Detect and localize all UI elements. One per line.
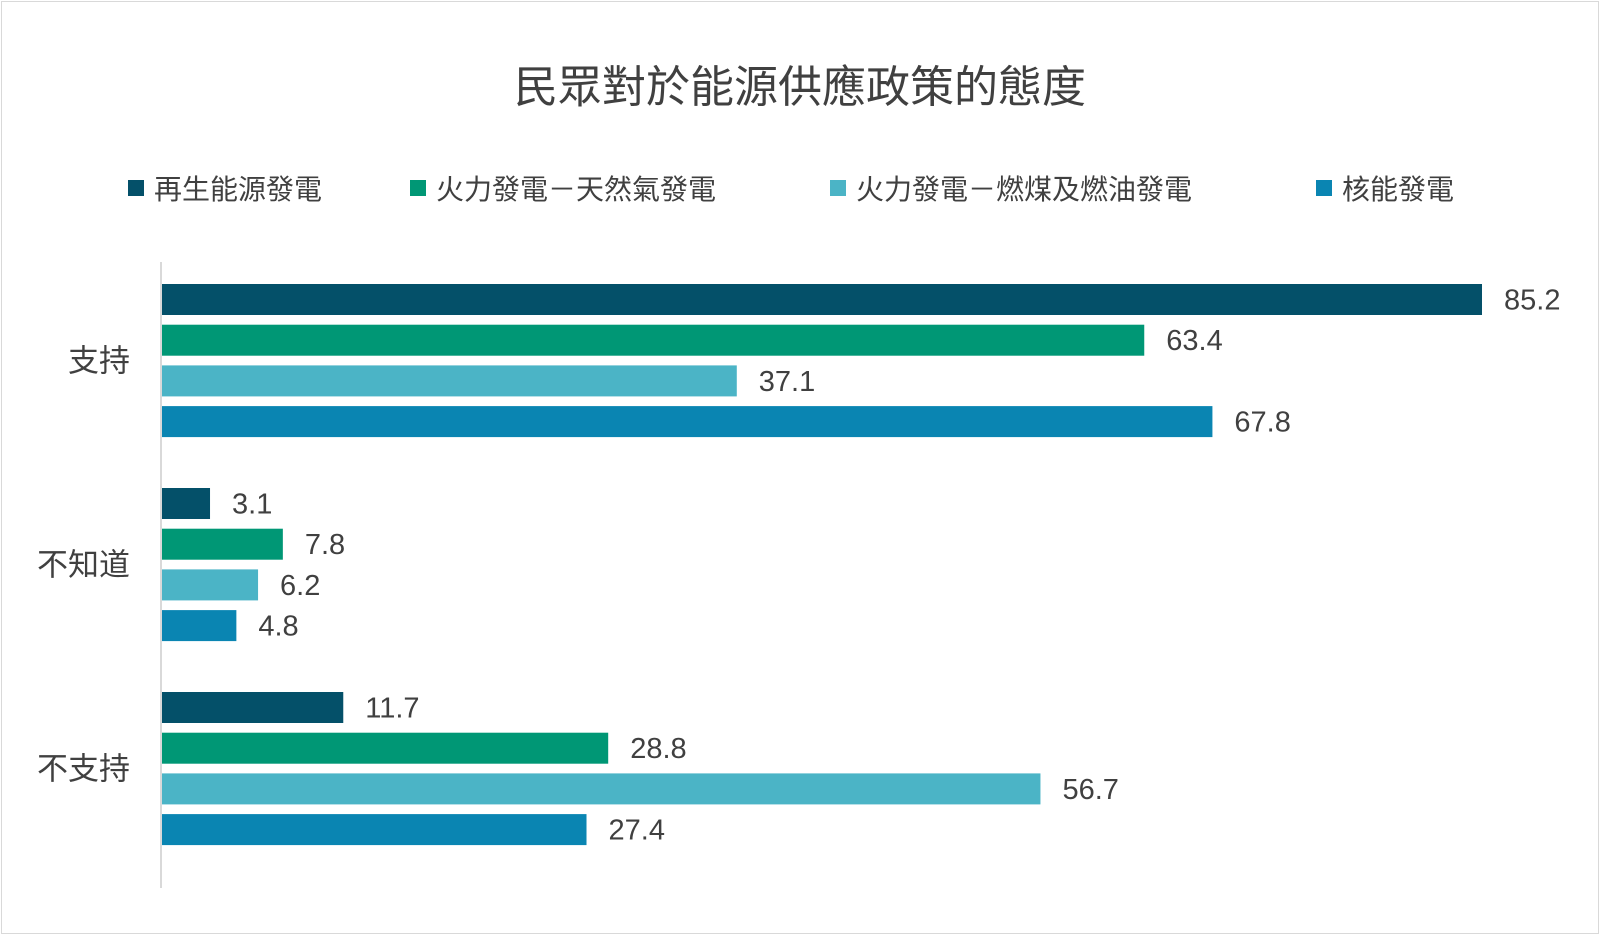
bar [162, 773, 1041, 805]
legend-label: 火力發電－天然氣發電 [436, 173, 716, 206]
category-label: 支持 [68, 344, 130, 380]
legend-label: 核能發電 [1342, 173, 1454, 206]
bar [162, 732, 609, 764]
bar [162, 284, 1482, 315]
data-label: 85.2 [1504, 285, 1560, 317]
bar [162, 365, 737, 397]
legend-swatch [128, 180, 144, 196]
data-label: 28.8 [630, 733, 686, 765]
chart-title: 民眾對於能源供應政策的態度 [514, 62, 1086, 113]
data-label: 6.2 [280, 570, 320, 602]
bar [162, 406, 1213, 438]
data-label: 63.4 [1166, 325, 1222, 357]
bar [162, 814, 587, 846]
legend-swatch [830, 180, 846, 196]
legend-label: 再生能源發電 [154, 173, 322, 206]
data-label: 11.7 [365, 693, 419, 725]
data-label: 56.7 [1062, 774, 1118, 806]
data-label: 7.8 [305, 529, 345, 561]
bar [162, 488, 211, 519]
bar [162, 610, 237, 642]
data-label: 37.1 [759, 366, 815, 398]
category-label: 不支持 [37, 752, 130, 788]
bar [162, 528, 283, 560]
data-label: 67.8 [1234, 407, 1290, 439]
data-label: 4.8 [258, 611, 298, 643]
bar [162, 692, 344, 723]
bar [162, 324, 1145, 356]
legend-swatch [1316, 180, 1332, 196]
data-label: 3.1 [232, 489, 272, 521]
legend-label: 火力發電－燃煤及燃油發電 [856, 173, 1192, 206]
category-label: 不知道 [37, 548, 130, 584]
legend-swatch [410, 180, 426, 196]
data-labels: 85.2 63.4 37.1 67.8 3.1 7.8 6.2 4.8 11.7 28.8 56.7… [232, 285, 1560, 847]
data-label: 27.4 [609, 815, 665, 847]
bar [162, 569, 259, 601]
legend: 再生能源發電 火力發電－天然氣發電 火力發電－燃煤及燃油發電 核能發電 [128, 173, 1454, 206]
bars [162, 284, 1482, 846]
